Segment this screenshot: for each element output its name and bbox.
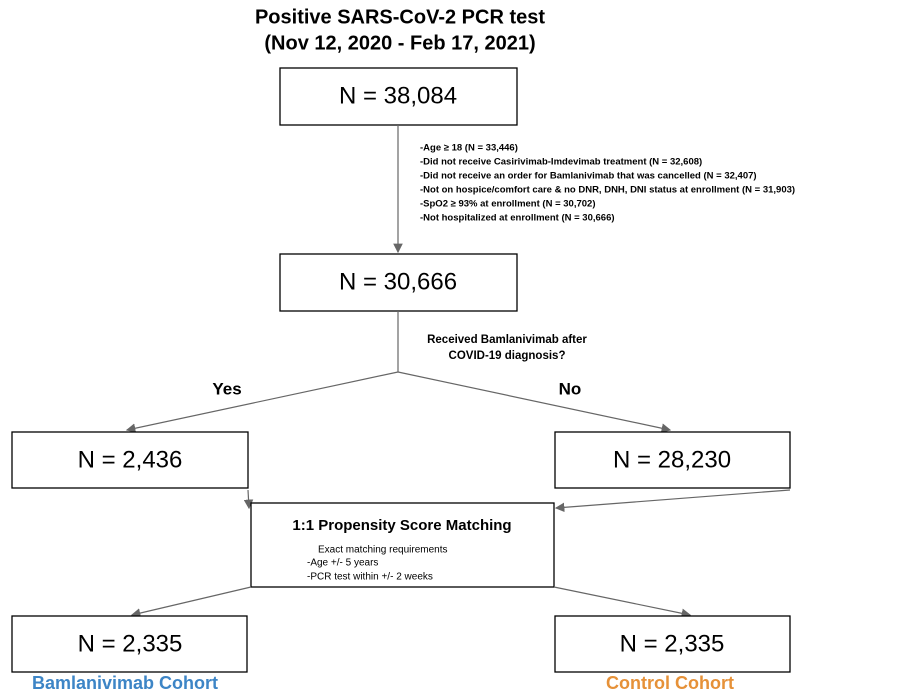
branch-label: No	[559, 379, 582, 398]
node-box	[279, 67, 518, 126]
exclusion: -Age ≥ 18 (N = 33,446)	[420, 143, 518, 154]
exclusion: -Did not receive Casirivimab-Imdevimab t…	[420, 157, 702, 168]
arrow	[397, 371, 672, 433]
title-line: Positive SARS-CoV-2 PCR test	[255, 6, 545, 28]
matching-title: 1:1 Propensity Score Matching	[292, 517, 511, 534]
node-label: N = 38,084	[339, 82, 457, 109]
node-label: N = 28,230	[613, 446, 731, 473]
node-box	[554, 615, 791, 673]
arrow	[125, 371, 399, 433]
node-label: N = 2,335	[78, 630, 183, 657]
matching-line: -PCR test within +/- 2 weeks	[307, 572, 433, 583]
title-line: (Nov 12, 2020 - Feb 17, 2021)	[264, 32, 535, 54]
cohort-label: Bamlanivimab Cohort	[32, 673, 218, 693]
node-box	[279, 253, 518, 312]
arrow	[554, 489, 791, 513]
branch-label: Yes	[212, 379, 241, 398]
node-label: N = 30,666	[339, 268, 457, 295]
matching-line: -Age +/- 5 years	[307, 558, 378, 569]
node-box	[11, 431, 249, 489]
arrow	[553, 586, 692, 619]
arrow	[130, 586, 252, 618]
exclusion: -Not hospitalized at enrollment (N = 30,…	[420, 213, 615, 224]
question: COVID-19 diagnosis?	[449, 350, 566, 362]
arrow	[243, 489, 254, 510]
exclusion: -Not on hospice/comfort care & no DNR, D…	[420, 185, 795, 196]
exclusion: -SpO2 ≥ 93% at enrollment (N = 30,702)	[420, 199, 595, 210]
node-box	[11, 615, 248, 673]
exclusion: -Did not receive an order for Bamlanivim…	[420, 171, 757, 182]
node-box	[554, 431, 791, 489]
matching-line: Exact matching requirements	[318, 545, 448, 556]
matching-box	[250, 502, 555, 588]
node-label: N = 2,436	[78, 446, 183, 473]
cohort-label: Control Cohort	[606, 673, 734, 693]
question: Received Bamlanivimab after	[427, 334, 587, 346]
node-label: N = 2,335	[620, 630, 725, 657]
